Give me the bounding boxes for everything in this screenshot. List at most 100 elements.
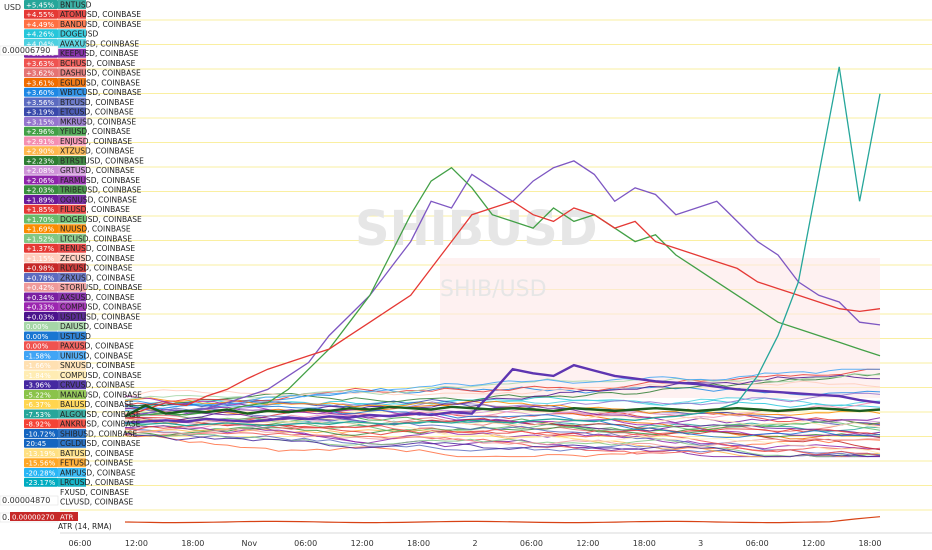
legend-symbol: OGNUSD, COINBASE — [60, 195, 137, 204]
legend-pct-badge — [24, 146, 58, 156]
legend-symbol-badge — [58, 419, 86, 429]
legend-pct-badge — [24, 458, 58, 468]
legend-row: +4.26% DOGEUSD — [24, 29, 98, 39]
legend-pct-badge — [24, 107, 58, 117]
scale-label: 0.00006790 — [2, 46, 50, 55]
x-tick-label: 3 — [698, 539, 703, 548]
legend-pct-badge — [24, 78, 58, 87]
legend-symbol-badge — [58, 58, 86, 68]
legend-pct: -3.96% — [26, 382, 51, 390]
legend-symbol-badge — [58, 107, 86, 117]
x-tick-label: 18:00 — [633, 539, 656, 548]
background-series-line — [125, 401, 881, 433]
legend-symbol-badge — [58, 195, 86, 204]
x-tick-label: Nov — [241, 539, 257, 548]
legend-row: +1.37% RENUSD, COINBASE — [24, 243, 135, 253]
legend-pct: +2.03% — [26, 187, 54, 195]
legend-pct-badge — [24, 331, 58, 341]
legend-pct: -7.53% — [26, 411, 51, 419]
legend-pct: -1.84% — [26, 372, 51, 380]
legend-symbol: FARMUSD, COINBASE — [60, 176, 140, 185]
atr-label: ATR (14, RMA) — [58, 522, 112, 531]
legend-symbol: ANKRUSD, COINBASE — [60, 420, 141, 429]
legend-row: +2.03% TRIBEUSD, COINBASE — [24, 185, 142, 195]
background-series-line — [125, 379, 881, 398]
legend-pct-badge — [24, 29, 58, 39]
legend-pct-badge — [24, 243, 58, 253]
legend-pct-badge — [24, 360, 58, 370]
legend-pct: +3.62% — [26, 70, 54, 78]
legend-row: +3.63% BCHUSD, COINBASE — [24, 58, 136, 68]
background-series-line — [125, 417, 881, 454]
legend-pct: +1.15% — [26, 255, 54, 263]
legend-symbol: AMPUSD, COINBASE — [60, 468, 136, 477]
legend-row: -1.84% COMPUSD, COINBASE — [24, 370, 142, 380]
background-series-line — [125, 428, 881, 448]
legend-row: 0.00% USTUSD — [24, 331, 91, 341]
legend-pct-badge — [24, 165, 58, 175]
legend-symbol-badge — [58, 380, 86, 390]
legend-symbol-badge — [58, 273, 86, 282]
x-tick-label: 18:00 — [858, 539, 881, 548]
legend-row: -8.92% ANKRUSD, COINBASE — [24, 419, 141, 429]
legend-symbol: CGLDUSD, COINBASE — [60, 439, 141, 448]
legend-symbol: BANDUSD, COINBASE — [60, 20, 141, 29]
legend-pct: +1.89% — [26, 196, 54, 204]
legend-pct-badge — [24, 19, 58, 29]
legend-symbol-badge — [58, 214, 86, 224]
legend-pct-badge — [24, 390, 58, 399]
background-series-line — [125, 434, 881, 458]
legend-pct-badge — [24, 195, 58, 204]
legend-pct-badge — [24, 487, 58, 497]
legend-symbol-badge — [58, 331, 86, 341]
legend-symbol: BCHUSD, COINBASE — [60, 59, 136, 68]
legend-pct: +1.69% — [26, 226, 54, 234]
legend-symbol-badge — [58, 253, 86, 263]
legend-pct: -20.28% — [26, 469, 56, 477]
x-tick-label: 2 — [472, 539, 477, 548]
legend-symbol-badge — [58, 390, 86, 399]
legend-symbol: GRTUSD, COINBASE — [60, 166, 135, 175]
legend-symbol: EGLDUSD, COINBASE — [60, 78, 140, 87]
legend-pct: +0.03% — [26, 313, 54, 321]
legend-pct: +3.61% — [26, 79, 54, 87]
legend-pct-badge — [24, 97, 58, 107]
atr-value-badge — [10, 512, 58, 521]
legend-row: -23.17% LRCUSD, COINBASE — [24, 477, 134, 487]
legend-symbol: DOGEUSD — [60, 30, 98, 39]
legend-pct-badge — [24, 175, 58, 185]
legend-symbol-badge — [58, 117, 86, 126]
legend-symbol: SHIBUSD, COINBASE — [60, 429, 138, 438]
symbol-legend: +5.45% BNTUSD+4.55% ATOMUSD, COINBASE+4.49… — [24, 0, 144, 507]
legend-symbol-badge — [58, 448, 86, 458]
legend-row: +2.06% FARMUSD, COINBASE — [24, 175, 140, 185]
legend-symbol-badge — [58, 29, 86, 39]
legend-pct-badge — [24, 136, 58, 146]
legend-row: +2.23% BTRSTUSD, COINBASE — [24, 156, 144, 165]
legend-pct: +1.70% — [26, 216, 54, 224]
legend-symbol-badge — [58, 224, 86, 234]
legend-pct: -1.66% — [26, 362, 51, 370]
legend-pct: 0.00% — [26, 343, 49, 351]
legend-symbol-badge — [58, 87, 86, 97]
legend-pct-badge — [24, 185, 58, 195]
legend-pct: +4.04% — [26, 40, 54, 48]
legend-symbol-badge — [58, 370, 86, 380]
legend-pct: -5.22% — [26, 391, 51, 399]
legend-symbol: ETCUSD, COINBASE — [60, 108, 134, 117]
legend-symbol: LRCUSD, COINBASE — [60, 478, 134, 487]
legend-pct-badge — [24, 263, 58, 273]
legend-symbol: RENUSD, COINBASE — [60, 244, 135, 253]
highlighted-series — [125, 66, 881, 427]
legend-pct: +2.06% — [26, 177, 54, 185]
legend-row: -10.72% SHIBUSD, COINBASE — [24, 429, 138, 438]
legend-symbol: STORJUSD, COINBASE — [60, 283, 142, 292]
legend-row: +4.55% ATOMUSD, COINBASE — [24, 9, 141, 19]
legend-pct: +4.49% — [26, 21, 54, 29]
legend-symbol: ZRXUSD, COINBASE — [60, 273, 135, 282]
legend-symbol-badge — [58, 97, 86, 107]
background-series-line — [125, 373, 881, 401]
legend-symbol: COMPUSD, COINBASE — [60, 371, 142, 380]
legend-pct: +0.98% — [26, 265, 54, 273]
